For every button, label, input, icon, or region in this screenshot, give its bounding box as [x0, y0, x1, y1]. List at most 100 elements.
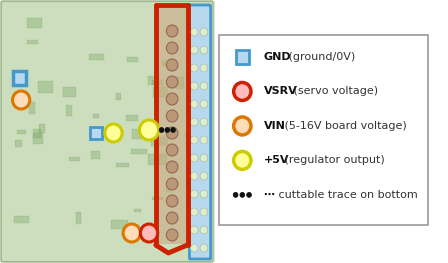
FancyBboxPatch shape	[1, 1, 214, 262]
Circle shape	[190, 28, 198, 36]
Circle shape	[190, 118, 198, 126]
Text: (ground/0V): (ground/0V)	[284, 52, 355, 62]
Circle shape	[190, 208, 198, 216]
Bar	[63, 87, 76, 97]
Circle shape	[190, 190, 198, 198]
Circle shape	[200, 118, 208, 126]
Text: ⋯: ⋯	[263, 190, 275, 200]
Circle shape	[190, 136, 198, 144]
Bar	[38, 81, 53, 93]
Text: (5-16V board voltage): (5-16V board voltage)	[281, 121, 406, 131]
Circle shape	[13, 91, 30, 109]
Circle shape	[123, 224, 140, 242]
Bar	[29, 102, 35, 114]
Bar	[90, 127, 102, 139]
Bar	[185, 133, 201, 137]
Circle shape	[166, 25, 178, 37]
Bar	[148, 76, 159, 85]
Bar	[39, 124, 45, 133]
Bar	[33, 129, 41, 138]
Circle shape	[166, 229, 178, 241]
Bar	[148, 154, 167, 165]
Circle shape	[139, 120, 159, 140]
Circle shape	[166, 212, 178, 224]
Text: cuttable trace on bottom: cuttable trace on bottom	[275, 190, 418, 200]
Bar	[15, 140, 22, 147]
Bar	[132, 129, 144, 139]
Circle shape	[190, 172, 198, 180]
Text: (servo voltage): (servo voltage)	[290, 87, 379, 97]
Bar	[65, 105, 72, 115]
Bar	[152, 80, 163, 85]
Circle shape	[200, 190, 208, 198]
FancyBboxPatch shape	[190, 5, 211, 259]
Bar	[162, 60, 172, 66]
Circle shape	[140, 224, 158, 242]
Bar	[236, 50, 249, 64]
Circle shape	[200, 46, 208, 54]
Circle shape	[200, 136, 208, 144]
Circle shape	[105, 124, 122, 142]
Circle shape	[234, 117, 251, 135]
Circle shape	[247, 192, 251, 197]
Circle shape	[166, 42, 178, 54]
Bar	[166, 186, 170, 191]
Circle shape	[200, 100, 208, 108]
Circle shape	[233, 192, 238, 197]
Circle shape	[165, 128, 170, 133]
Bar	[125, 115, 138, 121]
Bar	[158, 6, 186, 244]
Bar	[17, 130, 26, 134]
Circle shape	[240, 192, 245, 197]
Bar	[116, 93, 121, 100]
Circle shape	[166, 144, 178, 156]
Bar	[111, 220, 128, 229]
Circle shape	[171, 128, 176, 133]
Circle shape	[166, 76, 178, 88]
FancyBboxPatch shape	[219, 35, 428, 225]
Circle shape	[190, 100, 198, 108]
Circle shape	[159, 128, 164, 133]
Circle shape	[190, 64, 198, 72]
Circle shape	[200, 226, 208, 234]
Circle shape	[190, 82, 198, 90]
Bar	[134, 209, 141, 212]
Bar	[116, 164, 129, 167]
Bar	[76, 212, 82, 224]
Circle shape	[166, 195, 178, 207]
Circle shape	[166, 93, 178, 105]
Circle shape	[166, 59, 178, 71]
Circle shape	[190, 154, 198, 162]
Circle shape	[200, 64, 208, 72]
Circle shape	[200, 208, 208, 216]
Bar	[27, 40, 38, 44]
Circle shape	[200, 82, 208, 90]
Text: (regulator output): (regulator output)	[281, 155, 384, 165]
Circle shape	[190, 46, 198, 54]
Bar	[27, 18, 43, 28]
Circle shape	[166, 127, 178, 139]
Bar	[69, 157, 80, 161]
Circle shape	[166, 110, 178, 122]
Bar	[13, 71, 26, 85]
Text: VIN: VIN	[263, 121, 285, 131]
Bar	[91, 150, 99, 159]
Bar	[127, 57, 138, 62]
Circle shape	[166, 161, 178, 173]
Bar	[131, 149, 147, 154]
Bar	[152, 197, 163, 200]
Circle shape	[200, 154, 208, 162]
Circle shape	[234, 83, 251, 100]
Circle shape	[200, 28, 208, 36]
Circle shape	[200, 172, 208, 180]
Bar	[94, 114, 99, 118]
Bar	[151, 137, 168, 146]
Text: GND: GND	[263, 52, 291, 62]
Bar	[153, 87, 168, 97]
Circle shape	[200, 244, 208, 252]
Bar	[176, 77, 184, 89]
Bar	[33, 133, 43, 144]
Circle shape	[234, 151, 251, 169]
Bar	[14, 216, 29, 223]
Circle shape	[190, 244, 198, 252]
